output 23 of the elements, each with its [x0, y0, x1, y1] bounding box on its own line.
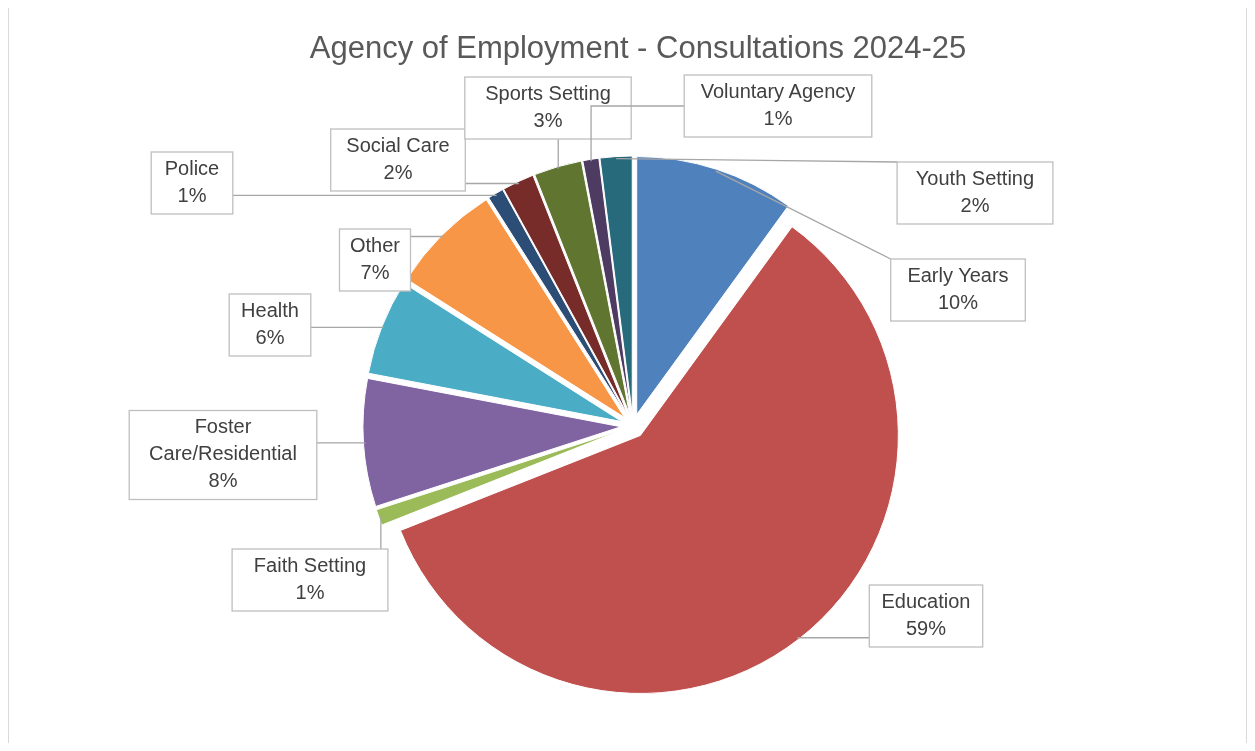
data-label: 2%	[960, 193, 990, 216]
data-label: 10%	[937, 290, 979, 313]
slice-label: Foster Care/Residential	[149, 415, 297, 465]
slice-label: Education	[881, 589, 971, 612]
slice-label: Youth Setting	[915, 166, 1035, 189]
data-label: 59%	[905, 616, 947, 639]
data-label: 1%	[295, 580, 325, 603]
slice-label: Police	[164, 156, 220, 179]
slice-label: Sports Setting	[485, 81, 611, 104]
slice-label: Other	[349, 233, 401, 256]
data-label: 8%	[208, 469, 238, 492]
chart-title: Agency of Employment - Consultations 2024-25	[309, 30, 967, 65]
slice-label: Social Care	[346, 133, 450, 156]
data-label: 7%	[360, 260, 390, 283]
data-label: 1%	[177, 183, 207, 206]
slice-label: Faith Setting	[253, 553, 367, 576]
data-label: 3%	[533, 108, 563, 131]
data-label: 1%	[763, 106, 793, 129]
data-label: 6%	[255, 325, 285, 348]
slice-label: Voluntary Agency	[700, 79, 856, 102]
data-label: 2%	[383, 160, 413, 183]
slice-label: Health	[241, 298, 299, 321]
slice-label: Early Years	[907, 263, 1009, 286]
